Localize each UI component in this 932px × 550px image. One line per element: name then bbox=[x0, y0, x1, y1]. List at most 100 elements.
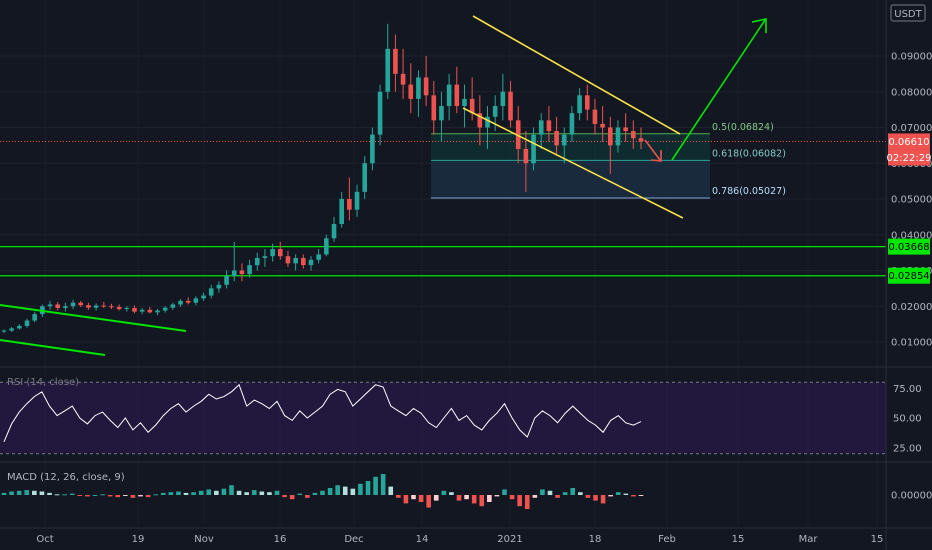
candle[interactable] bbox=[584, 95, 590, 110]
candle[interactable] bbox=[339, 199, 344, 225]
candle[interactable] bbox=[231, 270, 237, 276]
projection-arrow-down[interactable] bbox=[644, 139, 661, 161]
candle[interactable] bbox=[408, 84, 414, 99]
candle[interactable] bbox=[224, 275, 229, 285]
candle[interactable] bbox=[208, 288, 214, 296]
candle[interactable] bbox=[393, 48, 398, 74]
candle[interactable] bbox=[270, 249, 275, 257]
candle[interactable] bbox=[477, 113, 483, 128]
candle[interactable] bbox=[124, 308, 130, 310]
horizontal-levels[interactable] bbox=[0, 245, 886, 277]
candle[interactable] bbox=[285, 256, 291, 264]
candle[interactable] bbox=[101, 305, 107, 307]
candle[interactable] bbox=[385, 48, 391, 92]
candle[interactable] bbox=[446, 84, 452, 107]
projection-arrow-up[interactable] bbox=[671, 19, 766, 161]
candle[interactable] bbox=[377, 91, 383, 135]
candle[interactable] bbox=[485, 116, 490, 128]
candle[interactable] bbox=[347, 199, 352, 210]
currency-badge[interactable] bbox=[890, 4, 926, 22]
candle[interactable] bbox=[24, 320, 30, 326]
candle[interactable] bbox=[454, 84, 460, 107]
candle[interactable] bbox=[277, 249, 283, 257]
candle[interactable] bbox=[116, 306, 122, 310]
macd-pane[interactable]: MACD (12, 26, close, 9) 0.00000 bbox=[0, 461, 932, 509]
trend-line-green-upper[interactable] bbox=[0, 304, 187, 332]
drawings[interactable] bbox=[0, 15, 767, 356]
candle[interactable] bbox=[400, 73, 406, 85]
candle[interactable] bbox=[416, 77, 421, 99]
candle[interactable] bbox=[615, 127, 621, 146]
candle[interactable] bbox=[32, 314, 38, 321]
candle[interactable] bbox=[546, 120, 552, 132]
macd-histogram[interactable] bbox=[1, 474, 644, 509]
candle[interactable] bbox=[331, 224, 337, 239]
candle[interactable] bbox=[70, 302, 76, 307]
candle[interactable] bbox=[185, 300, 191, 303]
candle[interactable] bbox=[93, 305, 99, 308]
candle[interactable] bbox=[538, 120, 544, 135]
rsi-label[interactable]: RSI (14, close) bbox=[7, 377, 79, 388]
candle[interactable] bbox=[262, 256, 268, 258]
candle[interactable] bbox=[301, 257, 306, 266]
candle[interactable] bbox=[469, 98, 475, 114]
candle[interactable] bbox=[170, 304, 176, 308]
trend-line-green-lower[interactable] bbox=[0, 339, 106, 356]
channel-line-upper[interactable] bbox=[472, 15, 681, 135]
candle[interactable] bbox=[86, 305, 91, 308]
candle[interactable] bbox=[431, 95, 437, 121]
candle[interactable] bbox=[63, 306, 68, 309]
candle[interactable] bbox=[423, 77, 429, 96]
candle[interactable] bbox=[523, 148, 529, 164]
candle[interactable] bbox=[132, 308, 137, 312]
candle[interactable] bbox=[178, 300, 183, 305]
candle[interactable] bbox=[147, 309, 153, 313]
candle[interactable] bbox=[109, 306, 114, 308]
candle[interactable] bbox=[569, 113, 575, 135]
candle[interactable] bbox=[193, 298, 199, 303]
candle[interactable] bbox=[308, 259, 314, 266]
candle[interactable] bbox=[492, 106, 498, 117]
candle[interactable] bbox=[155, 310, 160, 313]
candle[interactable] bbox=[370, 134, 375, 164]
candle[interactable] bbox=[362, 163, 368, 192]
price-pane[interactable]: 0.5(0.06824) 0.618(0.06082) 0.786(0.05027) bbox=[0, 0, 886, 528]
candle[interactable] bbox=[508, 91, 513, 121]
candle[interactable] bbox=[201, 295, 206, 299]
candle[interactable] bbox=[55, 304, 61, 309]
candle[interactable] bbox=[1, 330, 7, 332]
candle[interactable] bbox=[47, 304, 53, 307]
candle[interactable] bbox=[239, 270, 245, 275]
candle[interactable] bbox=[78, 302, 84, 306]
candle[interactable] bbox=[500, 91, 506, 107]
candle[interactable] bbox=[577, 95, 582, 114]
candle[interactable] bbox=[293, 257, 298, 264]
candle[interactable] bbox=[439, 106, 444, 121]
candle[interactable] bbox=[162, 307, 168, 311]
candle[interactable] bbox=[623, 127, 628, 132]
candle[interactable] bbox=[9, 328, 14, 331]
candle[interactable] bbox=[638, 138, 644, 142]
candle[interactable] bbox=[531, 134, 536, 164]
candle[interactable] bbox=[324, 238, 329, 255]
candle[interactable] bbox=[17, 325, 22, 329]
rsi-line[interactable] bbox=[3, 383, 642, 442]
candle[interactable] bbox=[254, 257, 260, 266]
price-axis[interactable]: USDT 0.010000.020000.030000.040000.05000… bbox=[885, 0, 932, 550]
candle[interactable] bbox=[592, 109, 598, 124]
candle[interactable] bbox=[354, 191, 360, 210]
candle[interactable] bbox=[216, 284, 222, 289]
candlestick-series[interactable] bbox=[1, 23, 644, 334]
candle[interactable] bbox=[607, 127, 613, 146]
time-axis[interactable]: Oct 19 Nov 16 Dec 14 2021 18 Feb 15 Mar 15 bbox=[0, 527, 932, 545]
fib-zone-lower[interactable] bbox=[431, 160, 710, 199]
candle[interactable] bbox=[631, 131, 636, 139]
fib-zone-upper[interactable] bbox=[431, 133, 710, 161]
candle[interactable] bbox=[561, 134, 567, 146]
macd-label[interactable]: MACD (12, 26, close, 9) bbox=[7, 472, 125, 483]
channel-line-lower[interactable] bbox=[462, 107, 684, 219]
candle[interactable] bbox=[554, 131, 559, 146]
candle[interactable] bbox=[139, 309, 145, 312]
candle[interactable] bbox=[247, 265, 252, 275]
